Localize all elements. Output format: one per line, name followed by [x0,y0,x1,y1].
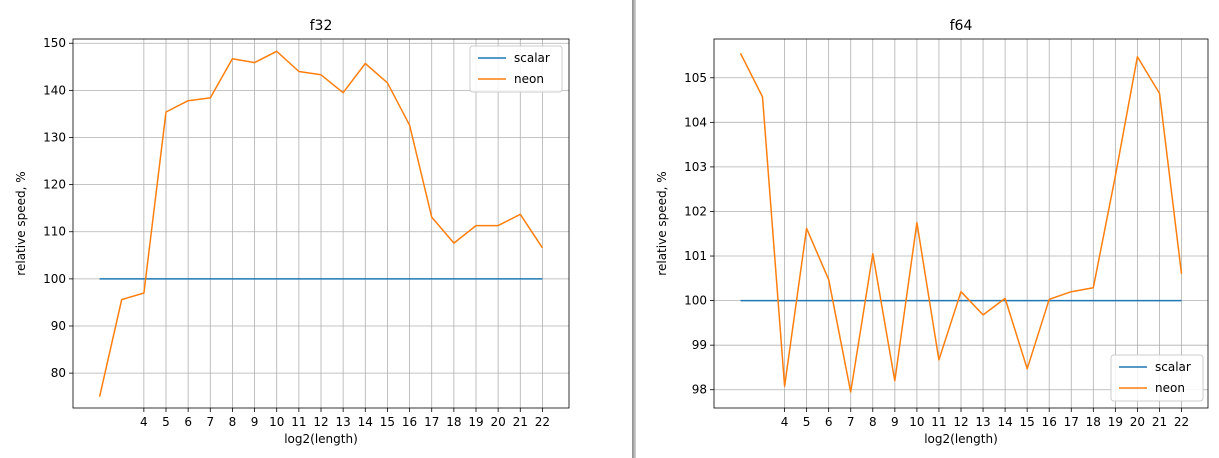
legend-label-neon: neon [1155,381,1185,395]
x-tick-label: 5 [803,415,811,429]
x-tick-label: 22 [1174,415,1189,429]
x-tick-label: 19 [1108,415,1123,429]
y-tick-label: 120 [43,178,66,192]
y-tick-label: 100 [684,294,707,308]
chart-f32: 4 5 6 7 8 9 10 11 12 13 14 15 16 17 18 19 20 21 22 80 90 100 1… [14,18,570,446]
y-tick-label: 101 [684,249,707,263]
x-tick-label: 19 [468,415,483,429]
x-axis-label: log2(length) [924,432,998,446]
legend-label-scalar: scalar [1155,360,1191,374]
x-tick-label: 8 [869,415,877,429]
x-tick-label: 6 [825,415,833,429]
y-tick-label: 90 [51,319,66,333]
x-tick-label: 8 [229,415,237,429]
y-axis-label: relative speed, % [655,171,669,275]
x-tick-label: 16 [1042,415,1057,429]
x-tick-label: 12 [313,415,328,429]
y-tick-label: 140 [43,83,66,97]
x-tick-label: 17 [1064,415,1079,429]
x-tick-label: 18 [446,415,461,429]
x-tick-label: 20 [1130,415,1145,429]
x-tick-label: 17 [424,415,439,429]
y-axis-label: relative speed, % [14,171,28,275]
x-tick-label: 13 [336,415,351,429]
y-tick-label: 130 [43,130,66,144]
legend-label-neon: neon [514,72,544,86]
x-tick-label: 9 [251,415,259,429]
y-tick-label: 80 [51,366,66,380]
y-tick-label: 99 [692,338,707,352]
x-tick-label: 11 [291,415,306,429]
x-tick-label: 5 [162,415,170,429]
x-tick-label: 6 [184,415,192,429]
legend: scalar neon [1110,354,1204,402]
y-tick-label: 105 [684,71,707,85]
series-line-neon [98,50,544,397]
chart-panel-f32: 4 5 6 7 8 9 10 11 12 13 14 15 16 17 18 19 20 21 22 80 90 100 1… [14,18,570,446]
x-tick-label: 9 [891,415,899,429]
chart-title: f32 [310,18,333,34]
x-tick-label: 16 [402,415,417,429]
legend: scalar neon [469,45,563,93]
x-tick-label: 21 [1152,415,1167,429]
x-tick-label: 12 [953,415,968,429]
window-divider[interactable] [632,0,636,458]
x-tick-label: 7 [206,415,214,429]
x-tick-label: 7 [847,415,855,429]
x-tick-label: 22 [535,415,550,429]
x-tick-label: 13 [975,415,990,429]
y-tick-label: 110 [43,225,66,239]
y-tick-label: 102 [684,204,707,218]
x-tick-label: 11 [931,415,946,429]
y-tick-label: 104 [684,115,707,129]
x-tick-label: 10 [269,415,284,429]
y-tick-label: 150 [43,36,66,50]
x-tick-label: 20 [491,415,506,429]
x-axis-label: log2(length) [284,432,358,446]
x-tick-label: 15 [380,415,395,429]
x-tick-label: 4 [781,415,789,429]
chart-panel-f64: 4 5 6 7 8 9 10 11 12 13 14 15 16 17 18 19 20 21 22 98 99 100 1… [636,0,1219,458]
legend-label-scalar: scalar [514,51,550,65]
y-tick-label: 103 [684,160,707,174]
x-tick-label: 4 [140,415,148,429]
x-tick-label: 21 [513,415,528,429]
chart-title: f64 [950,18,973,34]
y-tick-label: 98 [692,383,707,397]
x-tick-label: 10 [909,415,924,429]
x-tick-label: 15 [1020,415,1035,429]
chart-f64: 4 5 6 7 8 9 10 11 12 13 14 15 16 17 18 19 20 21 22 98 99 100 1… [655,18,1209,446]
y-tick-label: 100 [43,272,66,286]
x-tick-label: 18 [1086,415,1101,429]
series-line-neon [739,52,1183,393]
x-tick-label: 14 [997,415,1012,429]
x-tick-label: 14 [358,415,373,429]
